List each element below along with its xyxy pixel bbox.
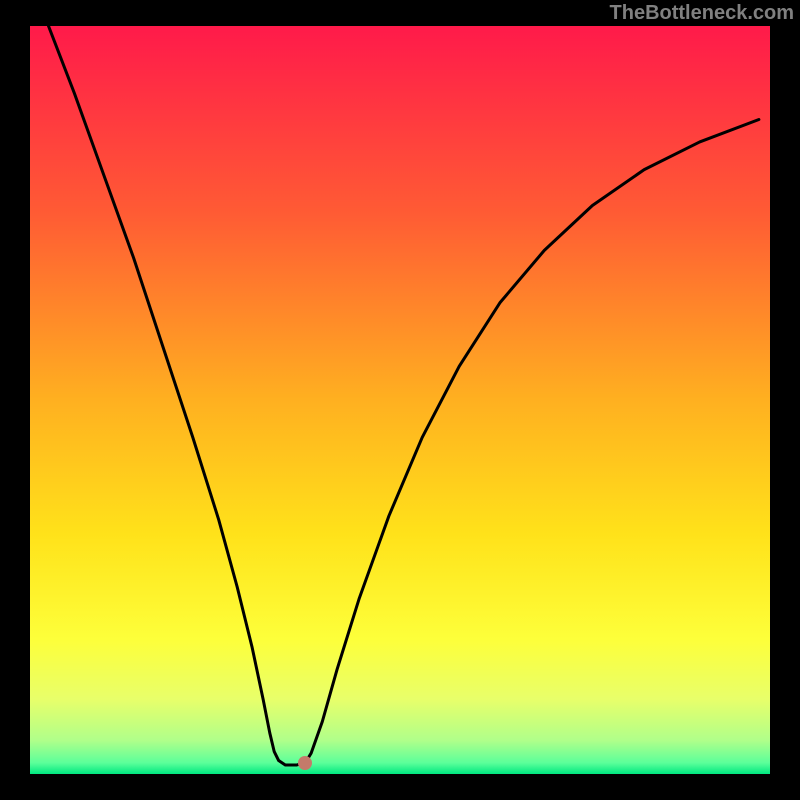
chart-container: TheBottleneck.com [0, 0, 800, 800]
minimum-marker [298, 756, 312, 770]
plot-area [30, 26, 770, 774]
curve-path [49, 26, 759, 765]
curve-svg [30, 26, 770, 774]
watermark-text: TheBottleneck.com [610, 2, 794, 25]
